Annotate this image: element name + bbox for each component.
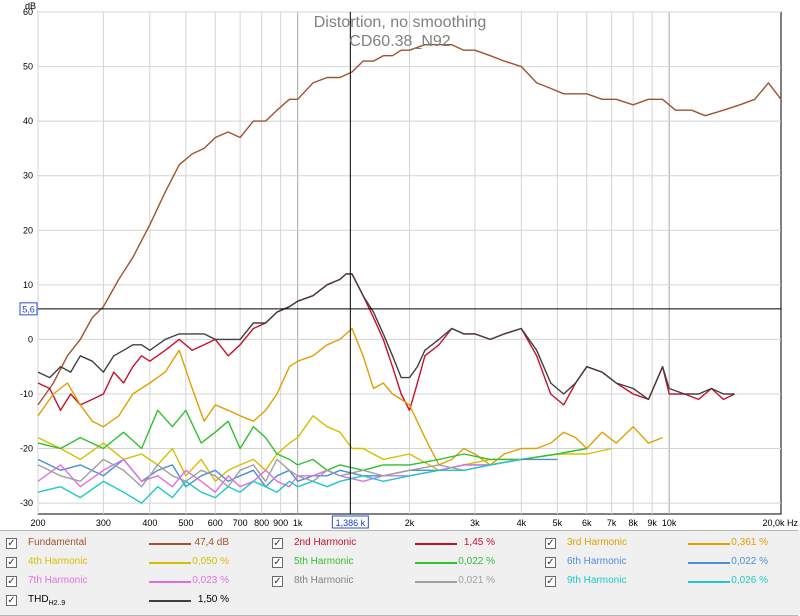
distortion-chart: 200 300 400 500 600 700 800 900 1k 2k 3k 4k 5k 6k 7k 8k… [19,1,798,529]
legend-label-2nd-harmonic: 2nd Harmonic [294,537,357,548]
legend-item-9th-harmonic: ✓ 9th Harmonic 0,026 % [545,574,800,592]
legend-item-5th-harmonic: ✓ 5th Harmonic 0,022 % [272,555,532,573]
series-line-3rd-harmonic [37,327,663,466]
legend-value-9th-harmonic: 0,026 % [731,575,768,586]
x-tick-label: 8k [628,518,638,528]
legend-label-9th-harmonic: 9th Harmonic [567,575,627,586]
legend-checkbox-8th-harmonic[interactable]: ✓ [272,576,283,587]
x-tick-label: 9k [647,518,657,528]
legend-value-3rd-harmonic: 0,361 % [731,537,768,548]
legend-checkbox-5th-harmonic[interactable]: ✓ [272,557,283,568]
series-line-fundamental [37,44,782,406]
cursor-y-label: 5,6 [22,304,35,314]
plot-area[interactable]: 200 300 400 500 600 700 800 900 1k 2k 3k 4k 5k 6k 7k 8k… [0,0,800,530]
chart-title: Distortion, no smoothing [314,14,487,31]
legend-swatch-4th-harmonic [149,562,191,564]
legend-value-2nd-harmonic: 1,45 % [463,537,495,548]
y-tick-label: 30 [23,171,33,181]
legend-swatch-7th-harmonic [149,581,191,583]
legend-swatch-8th-harmonic [415,581,457,583]
x-tick-label: 4k [517,518,527,528]
legend-label-5th-harmonic: 5th Harmonic [294,556,354,567]
chart-subtitle: CD60.38_N92 [349,33,451,50]
legend-label-fundamental: Fundamental [28,537,87,548]
y-tick-label: 0 [28,334,33,344]
legend-item-thd: ✓ THDH2..9 1,50 % [6,593,266,611]
y-tick-label: 50 [23,62,33,72]
x-tick-label: 900 [273,518,288,528]
legend-swatch-3rd-harmonic [688,543,730,545]
x-tick-label: 200 [30,518,45,528]
legend-label-thd: THDH2..9 [28,594,66,607]
legend-value-6th-harmonic: 0,022 % [731,556,768,567]
cursor-x-label: 1,386 k [336,518,366,528]
legend-panel: ✓ Fundamental 47,4 dB ✓ 2nd Harmonic 1,45 % ✓ 3… [0,530,798,616]
x-tick-label: 400 [142,518,157,528]
legend-checkbox-3rd-harmonic[interactable]: ✓ [545,538,556,549]
legend-swatch-thd [149,600,191,602]
legend-item-8th-harmonic: ✓ 8th Harmonic 0,021 % [272,574,532,592]
legend-item-3rd-harmonic: ✓ 3rd Harmonic 0,361 % [545,536,800,554]
legend-swatch-5th-harmonic [415,562,457,564]
legend-value-8th-harmonic: 0,021 % [458,575,495,586]
x-tick-label: 600 [208,518,223,528]
legend-item-2nd-harmonic: ✓ 2nd Harmonic 1,45 % [272,536,532,554]
legend-checkbox-2nd-harmonic[interactable]: ✓ [272,538,283,549]
series-line-9th-harmonic [37,458,522,504]
legend-label-8th-harmonic: 8th Harmonic [294,575,354,586]
series-line-7th-harmonic [37,458,522,493]
y-tick-label: -10 [20,389,33,399]
legend-value-7th-harmonic: 0,023 % [192,575,229,586]
y-tick-label: 60 [23,7,33,17]
y-tick-label: 10 [23,280,33,290]
y-tick-label: 40 [23,116,33,126]
x-tick-label: 3k [470,518,480,528]
y-axis-label: dB [25,1,36,11]
cursor-x-box [331,515,369,529]
legend-checkbox-4th-harmonic[interactable]: ✓ [6,557,17,568]
legend-swatch-2nd-harmonic [415,543,457,545]
legend-item-fundamental: ✓ Fundamental 47,4 dB [6,536,266,554]
x-tick-label: 300 [96,518,111,528]
legend-item-7th-harmonic: ✓ 7th Harmonic 0,023 % [6,574,266,592]
x-tick-label: 800 [254,518,269,528]
x-tick-label: 2k [405,518,415,528]
series-line-8th-harmonic [37,458,522,488]
legend-swatch-9th-harmonic [688,581,730,583]
legend-value-5th-harmonic: 0,022 % [458,556,495,567]
legend-label-6th-harmonic: 6th Harmonic [567,556,627,567]
x-tick-label: 500 [178,518,193,528]
legend-swatch-6th-harmonic [688,562,730,564]
x-tick-label: 1k [293,518,303,528]
x-tick-label: 20,0k Hz [762,518,798,528]
legend-item-4th-harmonic: ✓ 4th Harmonic 0,050 % [6,555,266,573]
x-tick-label: 10k [662,518,677,528]
legend-swatch-fundamental [149,543,191,545]
series-line-thd [37,273,735,401]
x-tick-label: 5k [553,518,563,528]
legend-label-3rd-harmonic: 3rd Harmonic [567,537,628,548]
legend-value-thd: 1,50 % [197,594,229,605]
legend-label-7th-harmonic: 7th Harmonic [28,575,88,586]
legend-value-fundamental: 47,4 dB [194,537,229,548]
legend-item-6th-harmonic: ✓ 6th Harmonic 0,022 % [545,555,800,573]
y-tick-label: 20 [23,225,33,235]
x-tick-label: 7k [607,518,617,528]
legend-label-subscript: H2..9 [48,600,66,607]
x-tick-label: 6k [582,518,592,528]
legend-checkbox-thd[interactable]: ✓ [6,595,17,606]
y-tick-label: -30 [20,498,33,508]
series-line-5th-harmonic [37,409,587,471]
legend-checkbox-9th-harmonic[interactable]: ✓ [545,576,556,587]
cursor-y-box [19,302,38,316]
legend-label-4th-harmonic: 4th Harmonic [28,556,88,567]
legend-checkbox-6th-harmonic[interactable]: ✓ [545,557,556,568]
legend-value-4th-harmonic: 0,050 % [192,556,229,567]
y-tick-label: -20 [20,444,33,454]
legend-checkbox-7th-harmonic[interactable]: ✓ [6,576,17,587]
legend-checkbox-fundamental[interactable]: ✓ [6,538,17,549]
x-tick-label: 700 [233,518,248,528]
